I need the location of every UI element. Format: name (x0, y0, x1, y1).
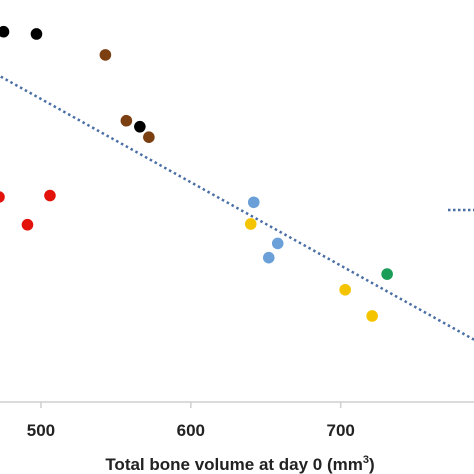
data-point (262, 251, 275, 264)
data-point (134, 120, 146, 133)
x-tick-label: 600 (177, 421, 205, 440)
x-tick-label: 700 (326, 421, 354, 440)
data-point (0, 191, 5, 203)
x-axis-title: Total bone volume at day 0 (mm3) (105, 454, 374, 474)
data-point (21, 218, 34, 231)
x-axis-title-superscript: 3 (363, 454, 369, 466)
data-point (143, 131, 155, 143)
trend-line-layer (0, 74, 474, 342)
x-axis-title-close: ) (369, 455, 375, 474)
x-tick-label: 500 (27, 421, 55, 440)
data-points (0, 25, 393, 322)
data-point (381, 268, 393, 280)
trend-line (0, 74, 474, 342)
data-point (0, 25, 10, 38)
data-point (247, 196, 260, 209)
data-point (99, 49, 112, 61)
x-tick-marks (40, 402, 342, 408)
data-point (339, 283, 351, 296)
data-point (30, 28, 43, 40)
data-point (120, 114, 133, 127)
x-axis-title-main: Total bone volume at day 0 (mm (105, 455, 363, 474)
data-point (244, 218, 257, 230)
x-tick-labels: 500600700800 (27, 421, 355, 440)
data-point (44, 189, 56, 202)
data-point (366, 310, 378, 322)
data-point (271, 237, 284, 250)
